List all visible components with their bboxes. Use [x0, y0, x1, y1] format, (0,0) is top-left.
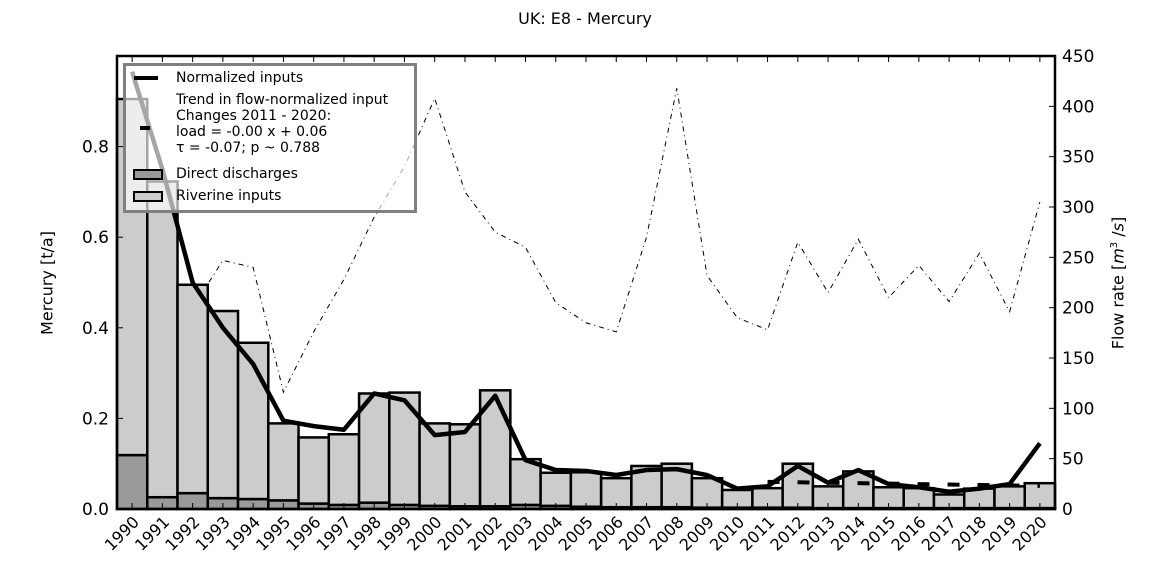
legend-trend-line3: load = -0.00 x + 0.06: [176, 124, 328, 140]
x-tick-label: 1998: [343, 512, 385, 554]
bar-riverine-inputs: [599, 476, 633, 509]
y-axis-label-right: Flow rate [m3 /s]: [1108, 216, 1128, 350]
x-tick-label: 2014: [827, 512, 869, 554]
x-tick-label: 1991: [131, 512, 173, 554]
x-tick-label: 2010: [706, 512, 748, 554]
legend-trend-line2: Changes 2011 - 2020:: [176, 108, 332, 124]
y-tick-label-left: 0.2: [82, 409, 109, 429]
x-tick-label: 1995: [252, 512, 294, 554]
legend-normalized-inputs: Normalized inputs: [176, 70, 304, 86]
x-tick-label: 1994: [222, 512, 264, 554]
x-tick-label: 2013: [797, 512, 839, 554]
y-tick-label-right: 200: [1062, 299, 1094, 319]
x-tick-label: 2011: [736, 512, 778, 554]
x-tick-label: 1999: [373, 512, 415, 554]
x-tick-label: 2018: [948, 512, 990, 554]
y-tick-label-right: 100: [1062, 399, 1094, 419]
x-tick-label: 2015: [857, 512, 899, 554]
y-tick-label-left: 0.8: [82, 138, 109, 158]
x-tick-label: 2004: [524, 512, 566, 554]
x-tick-label: 2007: [615, 512, 657, 554]
x-tick-label: 2005: [555, 512, 597, 554]
x-tick-label: 2017: [918, 512, 960, 554]
y-tick-label-right: 50: [1062, 450, 1084, 470]
bar-riverine-inputs: [418, 422, 452, 508]
bar-direct-discharges: [115, 453, 149, 511]
x-tick-label: 2003: [494, 512, 536, 554]
legend: Normalized inputs Trend in flow-normaliz…: [123, 63, 417, 213]
y-axis-label-left: Mercury [t/a]: [37, 231, 57, 335]
bar-riverine-inputs: [297, 436, 331, 505]
legend-trend-line4: τ = -0.07; p ~ 0.788: [176, 140, 321, 156]
legend-riverine-swatch: [133, 191, 163, 202]
x-tick-label: 2009: [676, 512, 718, 554]
bar-riverine-inputs: [539, 471, 573, 508]
bar-riverine-inputs: [690, 476, 724, 509]
y-tick-label-right: 150: [1062, 349, 1094, 369]
x-tick-label: 2020: [1008, 512, 1050, 554]
y-tick-label-right: 250: [1062, 248, 1094, 268]
x-tick-label: 2000: [403, 512, 445, 554]
bar-riverine-inputs: [357, 392, 391, 504]
y-tick-label-right: 300: [1062, 198, 1094, 218]
bar-riverine-inputs: [509, 457, 542, 507]
legend-trend-line1: Trend in flow-normalized input: [176, 92, 389, 108]
bar-riverine-inputs: [569, 471, 603, 508]
y-tick-label-right: 450: [1062, 47, 1094, 67]
x-tick-label: 2016: [887, 512, 929, 554]
x-tick-label: 2001: [434, 512, 476, 554]
y-tick-label-right: 350: [1062, 148, 1094, 168]
y-tick-label-right: 0: [1062, 500, 1073, 520]
x-tick-label: 2002: [464, 512, 506, 554]
x-tick-label: 1996: [282, 512, 324, 554]
bar-riverine-inputs: [146, 180, 179, 499]
x-tick-label: 2006: [585, 512, 627, 554]
x-tick-label: 2008: [645, 512, 687, 554]
legend-trend-swatch: [140, 126, 150, 130]
legend-direct-discharges: Direct discharges: [176, 166, 298, 182]
x-tick-label: 2019: [978, 512, 1020, 554]
legend-line-swatch: [134, 76, 158, 80]
x-tick-label: 1993: [192, 512, 234, 554]
legend-direct-swatch: [133, 169, 163, 180]
legend-riverine-inputs: Riverine inputs: [176, 188, 282, 204]
y-tick-label-right: 400: [1062, 97, 1094, 117]
x-tick-label: 2012: [766, 512, 808, 554]
y-tick-label-left: 0.6: [82, 228, 109, 248]
flow-rate-line: [131, 88, 1041, 394]
bar-riverine-inputs: [327, 433, 361, 507]
bar-riverine-inputs: [267, 422, 300, 502]
y-tick-label-left: 0.4: [82, 319, 109, 339]
bar-riverine-inputs: [448, 423, 482, 508]
bar-riverine-inputs: [176, 283, 210, 495]
y-tick-label-left: 0.0: [82, 500, 109, 520]
x-tick-label: 1997: [313, 512, 355, 554]
chart-title: UK: E8 - Mercury: [518, 9, 652, 28]
x-tick-label: 1992: [161, 512, 203, 554]
